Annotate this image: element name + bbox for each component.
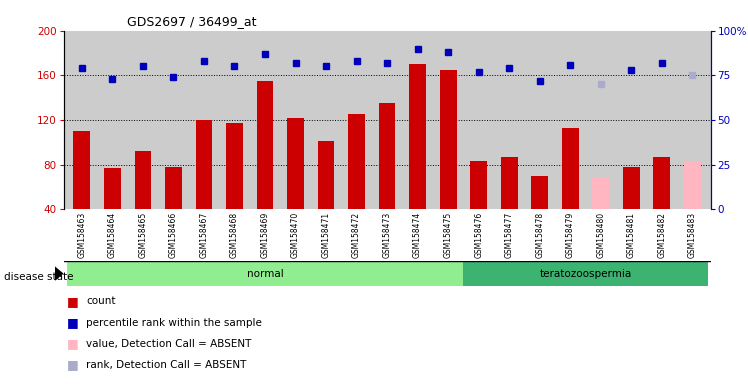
Bar — [378, 103, 396, 209]
Text: disease state: disease state — [4, 272, 73, 282]
Text: ■: ■ — [67, 358, 79, 371]
Text: normal: normal — [247, 268, 283, 279]
Bar — [440, 70, 456, 209]
Text: GSM158467: GSM158467 — [200, 212, 209, 258]
Text: GSM158471: GSM158471 — [322, 212, 331, 258]
Text: ■: ■ — [67, 295, 79, 308]
Bar — [287, 118, 304, 209]
Bar — [135, 151, 151, 209]
Bar — [195, 120, 212, 209]
Bar — [104, 168, 121, 209]
Text: GSM158480: GSM158480 — [596, 212, 605, 258]
Text: GSM158482: GSM158482 — [657, 212, 666, 258]
Text: percentile rank within the sample: percentile rank within the sample — [86, 318, 262, 328]
Text: GSM158477: GSM158477 — [505, 212, 514, 258]
Bar — [500, 157, 518, 209]
Bar — [531, 176, 548, 209]
Text: teratozoospermia: teratozoospermia — [539, 268, 631, 279]
Bar — [226, 123, 243, 209]
Bar — [257, 81, 274, 209]
Text: value, Detection Call = ABSENT: value, Detection Call = ABSENT — [86, 339, 251, 349]
Text: GSM158476: GSM158476 — [474, 212, 483, 258]
Bar — [464, 261, 708, 286]
Bar — [470, 161, 487, 209]
Bar — [348, 114, 365, 209]
Text: GDS2697 / 36499_at: GDS2697 / 36499_at — [127, 15, 257, 28]
Text: GSM158478: GSM158478 — [535, 212, 545, 258]
Bar — [409, 64, 426, 209]
Bar — [562, 128, 579, 209]
Bar — [318, 141, 334, 209]
Bar — [165, 167, 182, 209]
Text: GSM158473: GSM158473 — [382, 212, 392, 258]
Text: GSM158465: GSM158465 — [138, 212, 147, 258]
Bar — [73, 131, 91, 209]
Text: GSM158469: GSM158469 — [260, 212, 269, 258]
Text: GSM158468: GSM158468 — [230, 212, 239, 258]
Polygon shape — [55, 266, 64, 281]
Text: GSM158472: GSM158472 — [352, 212, 361, 258]
Text: GSM158481: GSM158481 — [627, 212, 636, 258]
Text: GSM158479: GSM158479 — [565, 212, 574, 258]
Text: GSM158463: GSM158463 — [77, 212, 86, 258]
Text: GSM158470: GSM158470 — [291, 212, 300, 258]
Bar — [592, 178, 609, 209]
Text: GSM158483: GSM158483 — [688, 212, 697, 258]
Bar — [653, 157, 670, 209]
Bar — [684, 162, 701, 209]
Bar — [67, 261, 464, 286]
Bar — [623, 167, 640, 209]
Text: GSM158474: GSM158474 — [413, 212, 422, 258]
Text: GSM158466: GSM158466 — [169, 212, 178, 258]
Text: GSM158475: GSM158475 — [444, 212, 453, 258]
Text: ■: ■ — [67, 316, 79, 329]
Text: count: count — [86, 296, 115, 306]
Text: rank, Detection Call = ABSENT: rank, Detection Call = ABSENT — [86, 360, 246, 370]
Text: GSM158464: GSM158464 — [108, 212, 117, 258]
Text: ■: ■ — [67, 337, 79, 350]
